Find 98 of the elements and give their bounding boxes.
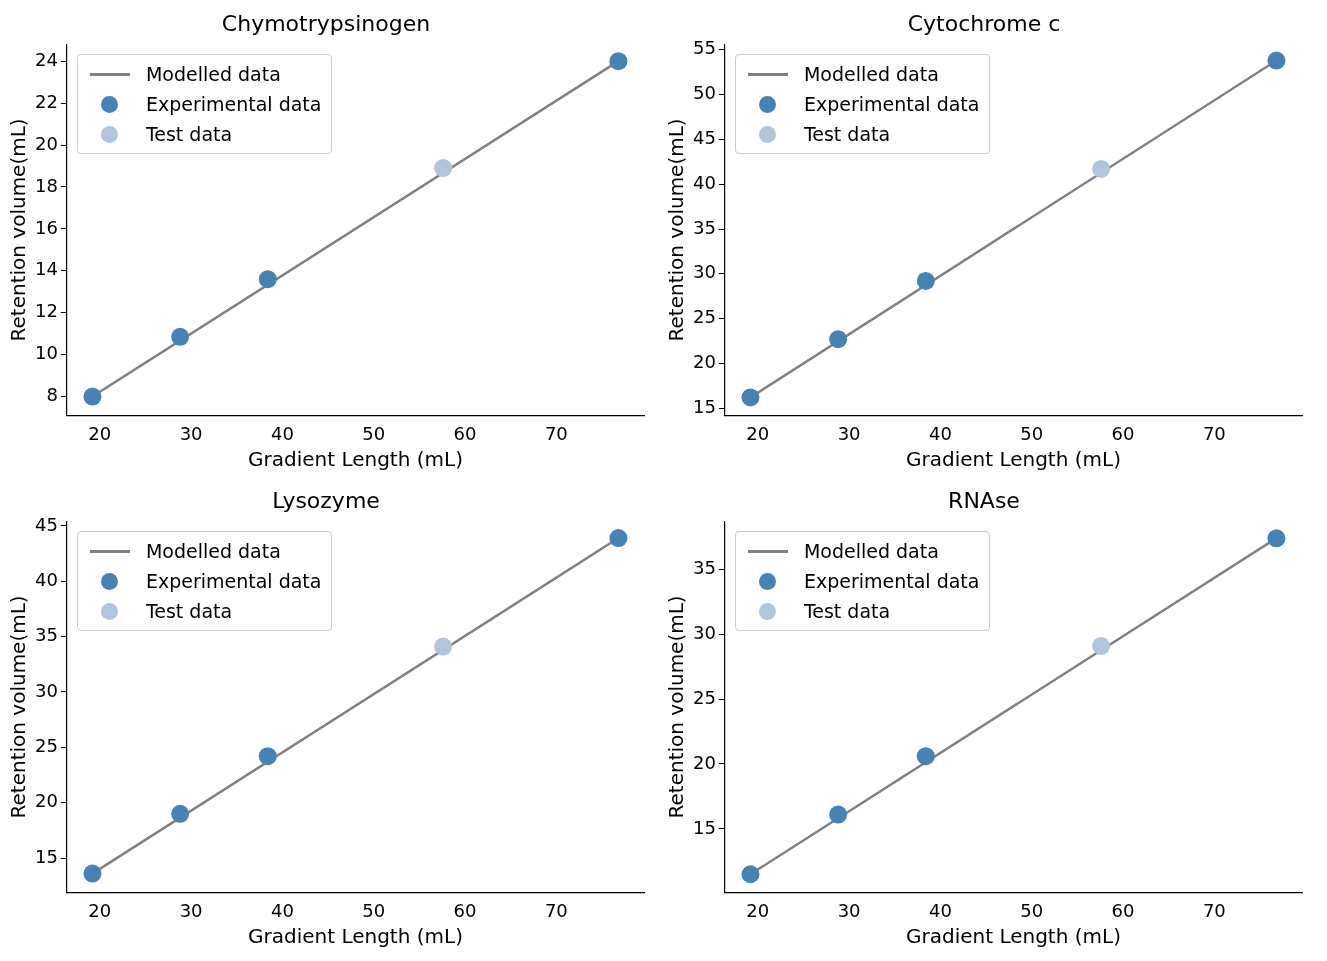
x-tick-label: 70 [544,422,568,444]
y-tick-label: 15 [693,395,716,417]
point [609,529,628,548]
legend-label: Experimental data [803,93,980,116]
y-tick-label: 25 [35,734,58,756]
x-axis-title: Gradient Length (mL) [247,447,463,472]
point [258,747,277,766]
legend-label: Test data [803,600,891,623]
x-tick-label: 50 [1020,422,1044,444]
y-tick-label: 40 [35,568,58,590]
y-tick-label: 24 [35,48,58,70]
x-tick-label: 20 [88,899,112,921]
y-tick-label: 20 [693,351,716,373]
y-axis-title: Retention volume(mL) [664,118,689,342]
chart-title: Lysozyme [272,487,380,513]
y-tick-label: 50 [693,82,716,104]
x-tick-label: 70 [1202,899,1226,921]
y-tick-label: 35 [693,557,716,579]
point [258,270,277,289]
point [741,865,760,884]
y-tick-label: 45 [693,127,716,149]
point [434,159,453,178]
point [609,52,628,71]
y-axis-title: Retention volume(mL) [6,595,31,819]
x-tick-label: 20 [746,899,770,921]
x-tick-label: 50 [1020,899,1044,921]
y-tick-label: 30 [693,261,716,283]
point [829,805,848,824]
point [83,387,102,406]
y-tick-label: 8 [46,384,58,406]
x-tick-label: 30 [179,422,203,444]
y-tick-label: 12 [35,300,58,322]
y-tick-label: 15 [693,816,716,838]
x-tick-label: 30 [179,899,203,921]
legend-label: Test data [803,123,891,146]
y-tick-label: 35 [35,624,58,646]
point [1092,636,1111,655]
point [83,864,102,883]
point [916,271,935,290]
y-tick-label: 35 [693,216,716,238]
legend-label: Experimental data [145,570,322,593]
y-tick-label: 30 [35,679,58,701]
legend-label: Modelled data [145,63,281,86]
x-tick-label: 50 [362,899,386,921]
x-tick-label: 70 [544,899,568,921]
chart-title: Chymotrypsinogen [221,10,431,36]
point [171,327,190,346]
x-axis-title: Gradient Length (mL) [905,447,1121,472]
x-tick-label: 30 [837,899,861,921]
chart-title: Cytochrome c [907,10,1061,36]
x-tick-label: 60 [1111,899,1135,921]
x-tick-label: 20 [746,422,770,444]
point [1267,51,1286,70]
legend-label: Test data [145,123,233,146]
point [171,804,190,823]
x-axis-title: Gradient Length (mL) [905,924,1121,949]
legend-label: Experimental data [803,570,980,593]
point [741,388,760,407]
y-tick-label: 15 [35,845,58,867]
x-tick-label: 40 [270,422,294,444]
x-axis-title: Gradient Length (mL) [247,924,463,949]
x-tick-label: 40 [928,422,952,444]
y-tick-label: 10 [35,342,58,364]
x-tick-label: 40 [270,899,294,921]
x-tick-label: 50 [362,422,386,444]
x-tick-label: 60 [453,422,477,444]
legend-label: Experimental data [145,93,322,116]
y-tick-label: 20 [693,751,716,773]
legend-label: Modelled data [145,540,281,563]
y-tick-label: 16 [35,216,58,238]
y-tick-label: 22 [35,90,58,112]
x-tick-label: 60 [1111,422,1135,444]
x-tick-label: 20 [88,422,112,444]
y-tick-label: 20 [35,132,58,154]
y-tick-label: 20 [35,790,58,812]
y-tick-label: 45 [35,513,58,535]
x-tick-label: 70 [1202,422,1226,444]
legend-label: Modelled data [803,63,939,86]
y-axis-title: Retention volume(mL) [6,118,31,342]
point [916,747,935,766]
legend-label: Modelled data [803,540,939,563]
point [829,330,848,349]
y-tick-label: 25 [693,686,716,708]
y-tick-label: 25 [693,306,716,328]
x-tick-label: 60 [453,899,477,921]
point [434,637,453,656]
chart-title: RNAse [948,487,1020,513]
y-tick-label: 30 [693,621,716,643]
legend-label: Test data [145,600,233,623]
y-tick-label: 18 [35,174,58,196]
y-tick-label: 55 [693,37,716,59]
y-tick-label: 14 [35,258,58,280]
y-axis-title: Retention volume(mL) [664,595,689,819]
point [1267,529,1286,548]
x-tick-label: 30 [837,422,861,444]
y-tick-label: 40 [693,171,716,193]
point [1092,159,1111,178]
x-tick-label: 40 [928,899,952,921]
